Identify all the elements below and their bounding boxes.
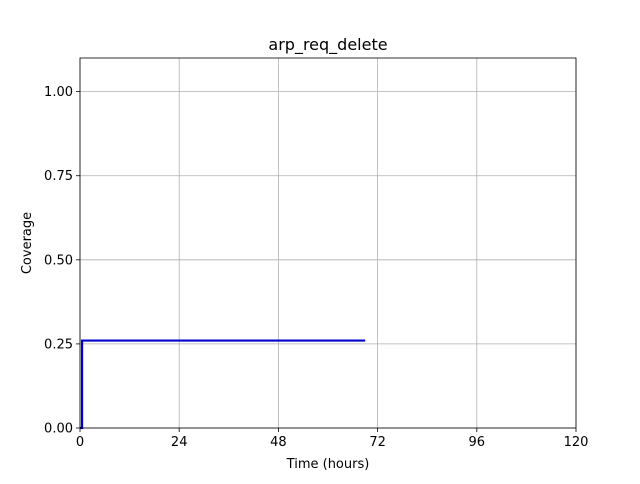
x-tick-label: 96 <box>469 435 486 450</box>
series-layer <box>80 339 366 430</box>
y-tick-label: 1.00 <box>44 85 73 100</box>
x-tick-label: 72 <box>369 435 386 450</box>
x-tick-label: 24 <box>171 435 188 450</box>
plot-frame <box>79 57 577 429</box>
x-tick-label: 0 <box>76 435 84 450</box>
axis-ticks: 0 24 48 72 96 120 0.00 0.25 0.50 0.75 1.00 <box>44 85 588 450</box>
coverage-series-line <box>80 339 366 430</box>
chart-title: arp_req_delete <box>268 35 387 55</box>
y-tick-label: 0.75 <box>44 169 73 184</box>
grid-lines <box>79 58 577 429</box>
y-tick-label: 0.25 <box>44 337 73 352</box>
y-tick-label: 0.50 <box>44 253 73 268</box>
y-axis-label: Coverage <box>20 212 35 274</box>
x-tick-label: 120 <box>564 435 589 450</box>
y-tick-label: 0.00 <box>44 422 73 437</box>
x-axis-label: Time (hours) <box>286 457 370 472</box>
x-tick-label: 48 <box>270 435 287 450</box>
